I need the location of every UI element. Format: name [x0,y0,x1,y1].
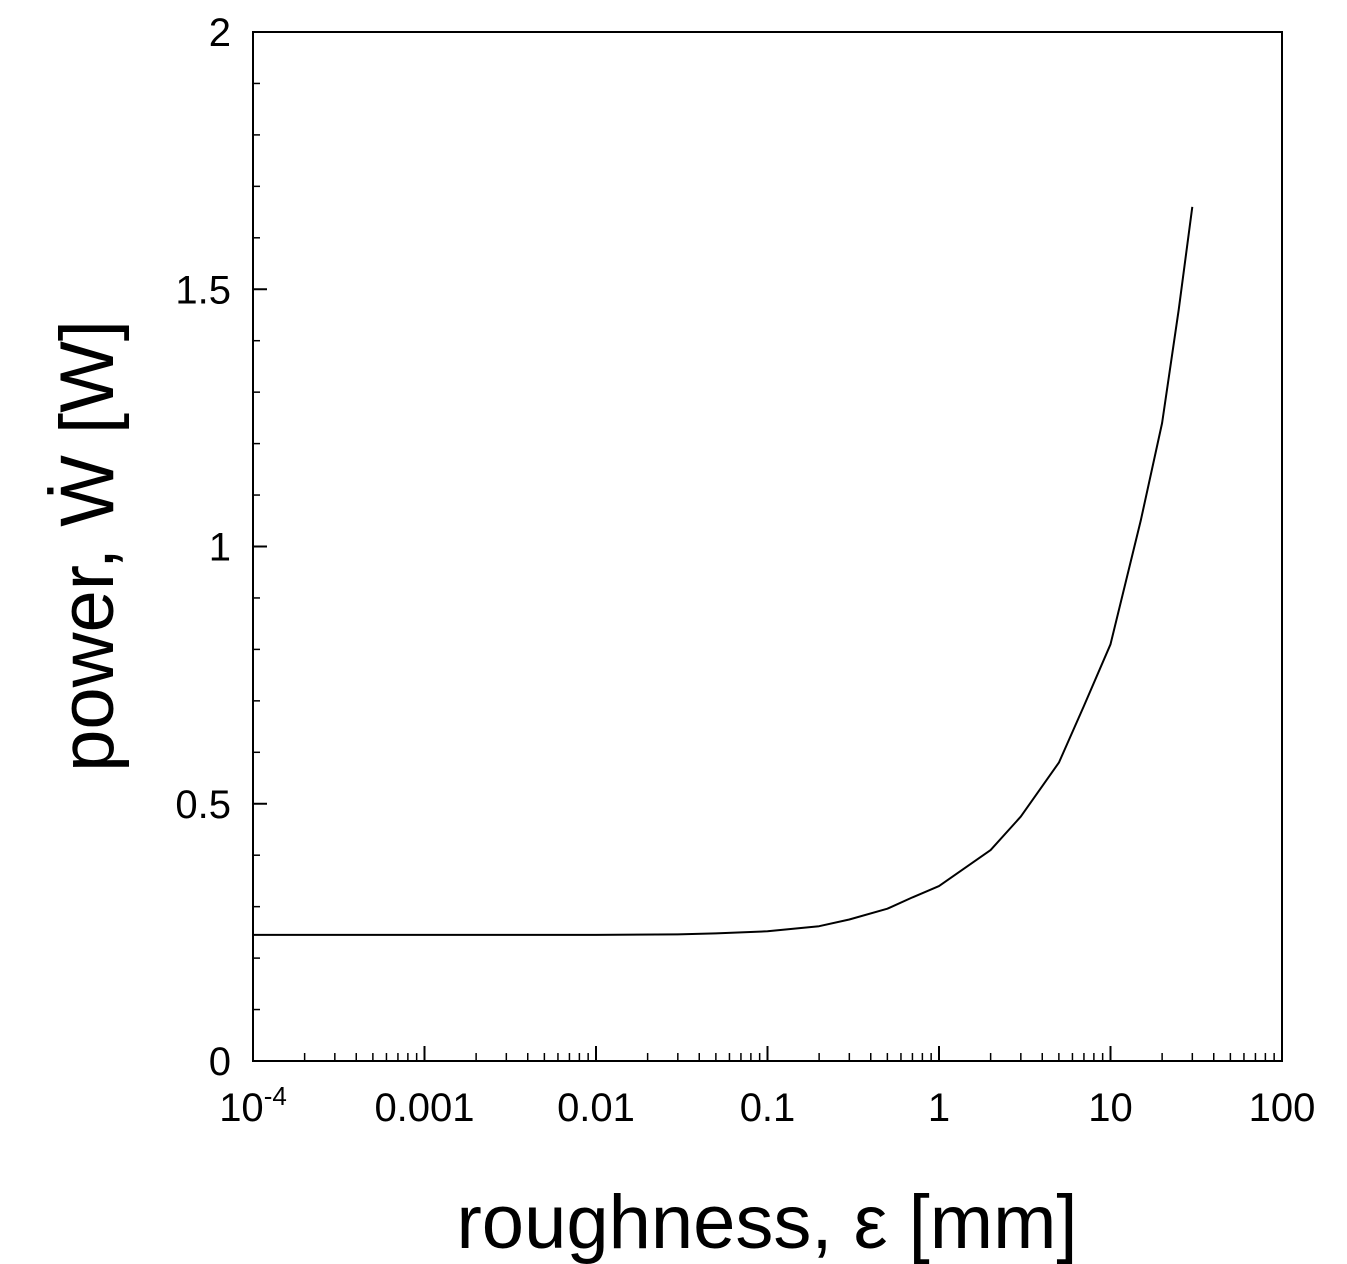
minor-ticks [253,31,1275,1062]
series-line [253,206,1194,936]
y-tick-labels: 0 0.5 1 1.5 2 [175,11,231,1084]
y-tick-label: 0.5 [175,783,231,827]
y-axis-title: power, Ẇ [W] [45,320,130,772]
x-tick-label: 100 [1249,1086,1316,1130]
y-tick-label: 0 [209,1040,231,1084]
x-tick-label: 0.1 [740,1086,796,1130]
y-tick-label: 1 [209,526,231,570]
x-tick-label: 10 [1088,1086,1133,1130]
y-tick-label: 2 [209,11,231,55]
y-tick-label: 1.5 [175,268,231,312]
x-tick-label: 0.001 [374,1086,474,1130]
major-ticks [252,31,1283,1062]
x-tick-label: 1 [928,1086,950,1130]
x-axis-title: roughness, ε [mm] [457,1180,1078,1264]
x-tick-label: 0.01 [557,1086,635,1130]
x-tick-labels: 10-4 0.001 0.01 0.1 1 10 100 [219,1081,1315,1130]
x-tick-label: 10-4 [219,1081,287,1130]
plot-frame [252,31,1283,1062]
series-layer [252,206,1194,936]
